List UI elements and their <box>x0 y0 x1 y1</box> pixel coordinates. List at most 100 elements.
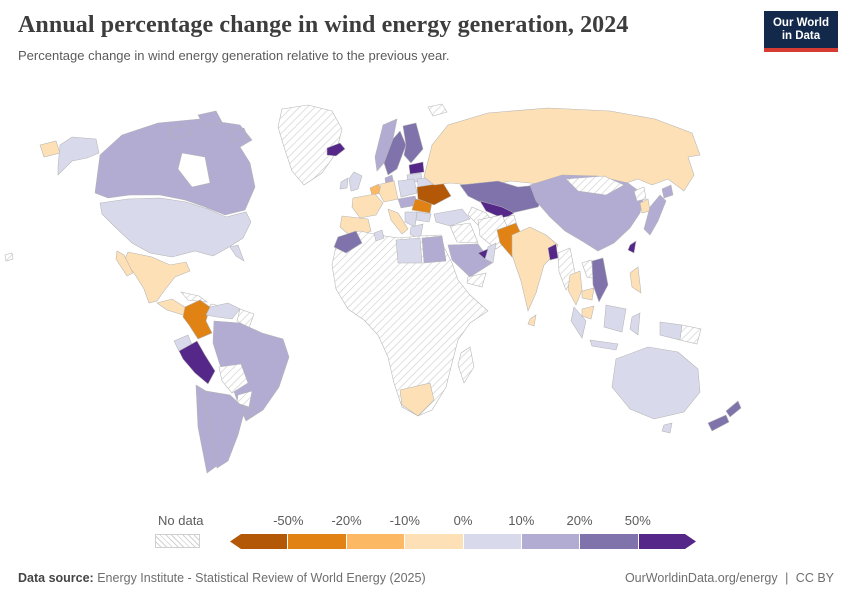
country-tunisia[interactable] <box>373 229 385 242</box>
country-bolivia[interactable] <box>218 363 249 394</box>
legend-tick-label: -20% <box>331 513 362 528</box>
country-canada-arctic-3[interactable] <box>227 127 249 142</box>
country-papua-new-guinea[interactable] <box>679 324 702 345</box>
country-philippines[interactable] <box>629 266 642 294</box>
country-peru[interactable] <box>178 340 216 385</box>
country-north-korea[interactable] <box>633 186 647 202</box>
country-usa[interactable] <box>99 197 252 258</box>
country-brazil[interactable] <box>212 320 290 422</box>
legend-bucket-n20_n10[interactable] <box>346 534 405 549</box>
country-france[interactable] <box>351 193 384 219</box>
legend-bar <box>230 534 696 549</box>
map-legend: No data -50% -20% -10% 0% 10% 20% 50% <box>155 512 735 554</box>
footer-site-link[interactable]: OurWorldinData.org/energy <box>624 571 778 585</box>
legend-tick-label: 0% <box>453 513 473 528</box>
legend-tick-label: -50% <box>273 513 304 528</box>
country-uruguay[interactable] <box>242 405 254 418</box>
country-syria-iraq[interactable] <box>449 222 479 244</box>
legend-no-data-label: No data <box>158 513 204 528</box>
country-morocco[interactable] <box>333 230 363 254</box>
owid-logo-line2: in Data <box>781 30 821 42</box>
footer-source-text: Energy Institute - Statistical Review of… <box>97 571 426 585</box>
country-yemen[interactable] <box>466 272 487 288</box>
country-africa-other[interactable] <box>331 230 489 417</box>
country-uk[interactable] <box>348 171 363 192</box>
legend-bucket-p10_20[interactable] <box>521 534 580 549</box>
country-new-zealand-north[interactable] <box>725 400 742 418</box>
country-pacific-islands[interactable] <box>4 252 14 262</box>
country-cuba[interactable] <box>180 291 208 303</box>
country-egypt[interactable] <box>421 235 447 264</box>
country-libya[interactable] <box>395 237 423 264</box>
chart-subtitle: Percentage change in wind energy generat… <box>18 48 450 63</box>
legend-bucket-gt_50[interactable] <box>639 534 696 549</box>
chart-header: Annual percentage change in wind energy … <box>18 12 745 63</box>
hudson-bay <box>177 152 211 188</box>
country-malaysia[interactable] <box>581 305 595 320</box>
country-thailand[interactable] <box>567 270 583 306</box>
country-usa-alaska[interactable] <box>57 136 100 176</box>
country-russia-chukotka[interactable] <box>39 140 61 158</box>
country-turkey[interactable] <box>433 208 471 227</box>
country-canada[interactable] <box>94 118 256 216</box>
country-ireland[interactable] <box>339 177 349 190</box>
footer-source-label: Data source: <box>18 571 94 585</box>
country-australia[interactable] <box>611 346 701 420</box>
legend-tick-label: -10% <box>389 513 420 528</box>
owid-logo[interactable]: Our World in Data <box>763 11 838 52</box>
country-south-africa[interactable] <box>399 382 435 417</box>
country-indonesia-papua[interactable] <box>659 321 683 341</box>
country-canada-arctic-2[interactable] <box>197 110 223 127</box>
country-paraguay[interactable] <box>236 390 253 408</box>
country-mongolia[interactable] <box>565 175 625 196</box>
country-madagascar[interactable] <box>457 346 475 384</box>
country-finland[interactable] <box>402 122 424 164</box>
country-italy[interactable] <box>387 208 409 235</box>
legend-bucket-n10_0[interactable] <box>405 534 463 549</box>
world-map-svg <box>4 103 742 474</box>
country-venezuela[interactable] <box>205 302 241 320</box>
footer-license-link[interactable]: CC BY <box>795 571 834 585</box>
country-australia-tasmania[interactable] <box>661 422 673 434</box>
country-india[interactable] <box>511 226 559 312</box>
country-indonesia-borneo[interactable] <box>603 304 627 333</box>
country-mexico-baja[interactable] <box>115 250 134 277</box>
country-indonesia-sumatra[interactable] <box>570 306 587 339</box>
country-new-zealand-south[interactable] <box>707 414 730 432</box>
country-baltics[interactable] <box>408 161 425 175</box>
country-balkans[interactable] <box>404 211 418 228</box>
legend-bucket-p0_10[interactable] <box>463 534 521 549</box>
country-taiwan[interactable] <box>627 240 637 254</box>
legend-tick-label: 50% <box>624 513 651 528</box>
country-uae[interactable] <box>477 248 489 260</box>
legend-no-data-swatch[interactable] <box>155 534 200 548</box>
legend-bucket-lt_n50[interactable] <box>230 534 288 549</box>
country-japan-hokkaido[interactable] <box>661 184 674 199</box>
country-vietnam[interactable] <box>591 257 609 303</box>
world-map <box>0 95 850 507</box>
country-germany[interactable] <box>378 180 399 203</box>
country-argentina[interactable] <box>204 390 246 469</box>
country-colombia[interactable] <box>182 299 213 340</box>
legend-bucket-n50_n20[interactable] <box>288 534 346 549</box>
country-iceland[interactable] <box>326 142 346 157</box>
country-bulgaria[interactable] <box>415 211 432 223</box>
footer-links: OurWorldinData.org/energy | CC BY <box>621 571 834 585</box>
country-sri-lanka[interactable] <box>527 314 537 327</box>
country-svalbard[interactable] <box>427 103 448 117</box>
legend-tick-label: 10% <box>508 513 535 528</box>
chart-title: Annual percentage change in wind energy … <box>18 12 629 38</box>
country-usa-florida[interactable] <box>229 244 245 262</box>
country-indonesia-sulawesi[interactable] <box>629 312 641 336</box>
country-indonesia-java[interactable] <box>589 339 619 351</box>
country-japan[interactable] <box>643 194 667 236</box>
country-cambodia[interactable] <box>581 287 595 301</box>
country-canada-arctic-1[interactable] <box>167 123 193 140</box>
footer-divider: | <box>785 571 789 585</box>
legend-bucket-p20_50[interactable] <box>580 534 638 549</box>
legend-tick-label: 20% <box>566 513 593 528</box>
chart-footer: Data source: Energy Institute - Statisti… <box>0 562 850 600</box>
country-poland[interactable] <box>397 178 418 198</box>
country-greenland[interactable] <box>277 104 343 186</box>
country-mexico[interactable] <box>123 251 191 304</box>
